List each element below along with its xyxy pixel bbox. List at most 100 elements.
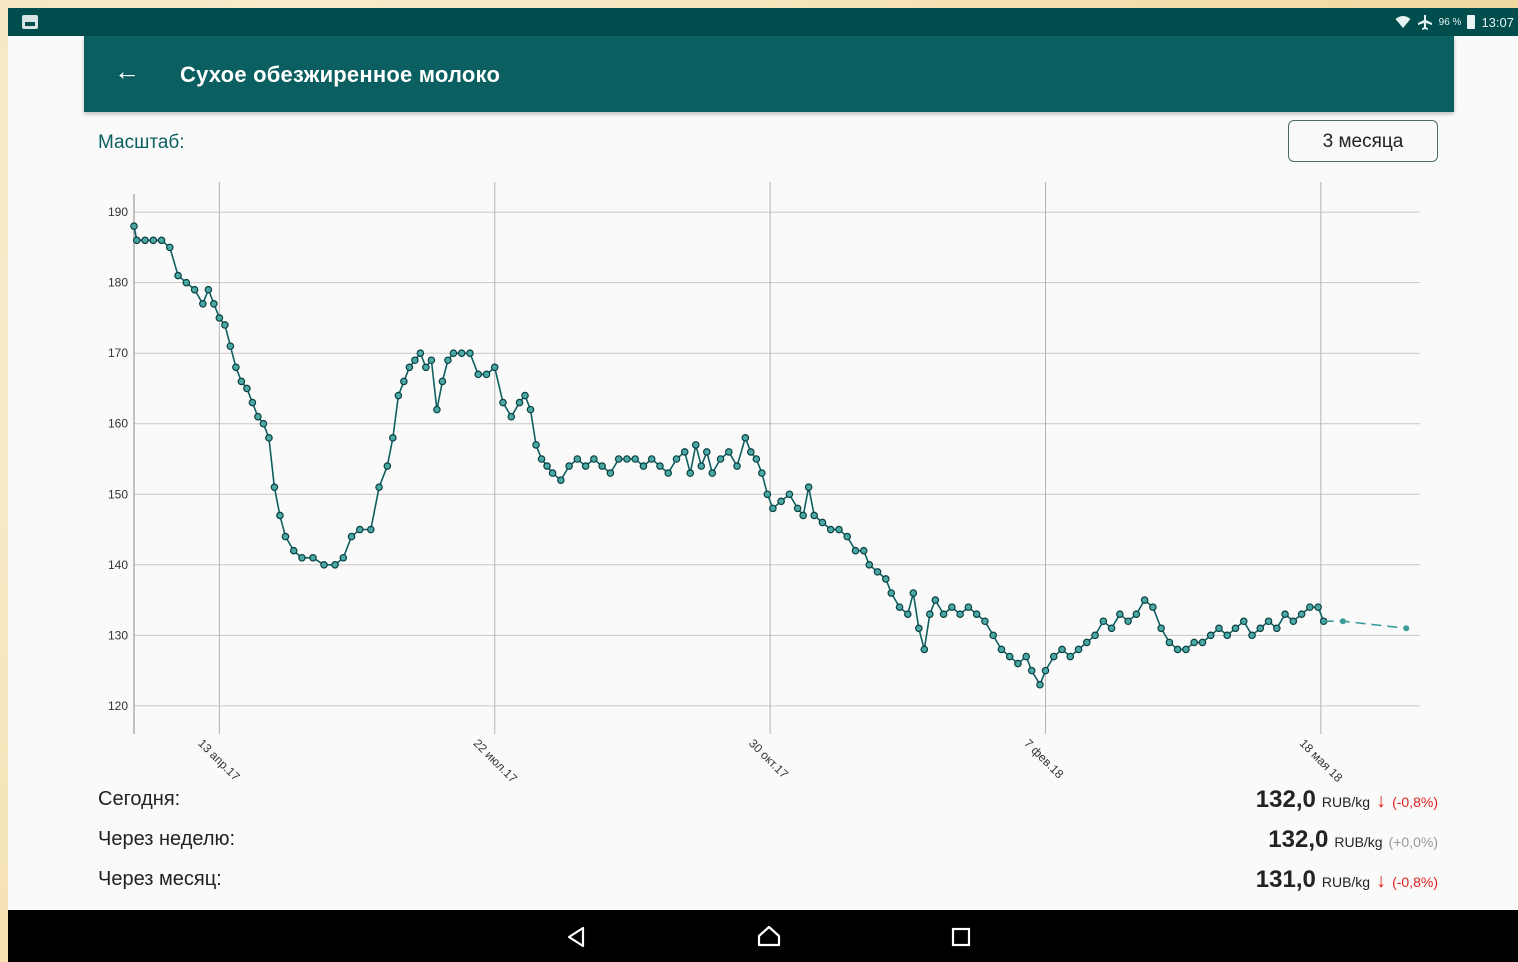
price-point	[956, 610, 964, 618]
arrow-down-icon: ↓	[1376, 790, 1387, 812]
price-point	[383, 462, 392, 470]
price-point	[221, 321, 229, 329]
price-point	[573, 455, 582, 463]
price-point	[1049, 652, 1058, 661]
price-point	[320, 561, 328, 569]
price-point	[149, 236, 158, 245]
price-point	[422, 363, 430, 372]
price-point	[1041, 666, 1050, 675]
price-point	[182, 278, 191, 287]
price-point	[851, 546, 860, 555]
price-point	[347, 532, 356, 541]
price-point	[741, 434, 750, 442]
price-point	[859, 546, 868, 555]
price-point	[515, 398, 524, 407]
price-point	[835, 525, 843, 534]
price-point	[614, 455, 623, 463]
x-tick-label: 30 окт.17	[746, 736, 791, 781]
clock: 13:07	[1481, 14, 1514, 30]
price-point	[482, 370, 491, 379]
price-point	[1215, 624, 1223, 633]
price-point	[331, 561, 339, 569]
price-point	[915, 624, 923, 633]
y-tick-label: 130	[108, 628, 128, 642]
price-point	[537, 455, 546, 463]
price-point	[697, 462, 706, 470]
price-point	[804, 483, 813, 492]
price-point	[810, 511, 818, 520]
price-change: (+0,0%)	[1388, 834, 1438, 850]
price-unit: RUB/kg	[1321, 874, 1371, 890]
price-point	[400, 377, 408, 386]
price-value: 132,0	[1268, 826, 1329, 853]
scale-selector-button[interactable]: 3 месяца	[1288, 120, 1438, 162]
y-tick-label: 180	[108, 276, 128, 290]
price-point	[1173, 645, 1182, 654]
price-point	[972, 610, 981, 618]
price-point	[548, 469, 557, 477]
price-point	[799, 511, 807, 520]
price-point	[939, 610, 948, 618]
price-point	[1074, 645, 1083, 654]
price-point	[557, 476, 565, 484]
notification-icon	[22, 15, 38, 29]
price-point	[1314, 603, 1322, 611]
price-point	[964, 603, 973, 611]
price-point	[1082, 638, 1091, 647]
price-point	[1027, 666, 1036, 675]
price-point	[708, 469, 717, 477]
x-tick-label: 22 июл.17	[471, 736, 521, 786]
back-triangle-icon[interactable]	[560, 920, 594, 954]
price-point	[818, 518, 827, 527]
price-point	[1264, 617, 1273, 626]
price-point	[526, 405, 535, 414]
price-point	[716, 455, 725, 463]
price-point	[931, 596, 940, 604]
price-point	[843, 532, 852, 541]
arrow-left-icon[interactable]: ←	[114, 56, 140, 86]
system-nav-bar	[8, 910, 1518, 962]
price-point	[769, 504, 777, 513]
app-bar: ← Сухое обезжиренное молоко	[84, 36, 1454, 112]
price-point	[375, 483, 383, 492]
price-point	[981, 617, 989, 626]
recents-icon[interactable]	[944, 920, 978, 954]
price-point	[237, 377, 246, 386]
price-point	[1116, 610, 1124, 618]
price-point	[904, 610, 912, 618]
y-tick-label: 140	[108, 558, 128, 572]
price-point	[416, 349, 425, 357]
price-point	[1165, 638, 1174, 647]
wifi-icon	[1395, 16, 1411, 28]
price-point	[887, 589, 896, 597]
price-change: (-0,8%)	[1392, 794, 1438, 810]
price-point	[1206, 631, 1215, 640]
price-point	[1306, 603, 1314, 611]
price-point	[656, 462, 664, 470]
price-point	[733, 462, 741, 470]
price-point	[895, 603, 904, 611]
price-point	[989, 631, 997, 640]
price-point	[926, 610, 934, 618]
price-point	[686, 469, 695, 477]
y-tick-label: 120	[108, 699, 128, 713]
forecast-point	[1403, 625, 1410, 632]
price-point	[623, 455, 631, 463]
summary-label-week: Через неделю:	[98, 828, 236, 850]
price-point	[581, 462, 590, 470]
price-point	[793, 504, 802, 513]
price-point	[1132, 610, 1141, 618]
price-point	[1256, 624, 1265, 633]
price-point	[204, 285, 213, 294]
price-point	[405, 363, 414, 372]
price-point	[165, 243, 174, 252]
price-point	[265, 434, 273, 442]
price-point	[702, 448, 711, 456]
summary-value-week: 132,0 RUB/kg (+0,0%)	[1268, 826, 1438, 854]
forecast-line	[1323, 620, 1407, 630]
price-point	[664, 469, 673, 477]
price-point	[1190, 638, 1198, 647]
price-point	[389, 434, 397, 442]
home-icon[interactable]	[752, 920, 786, 954]
price-point	[499, 398, 507, 407]
